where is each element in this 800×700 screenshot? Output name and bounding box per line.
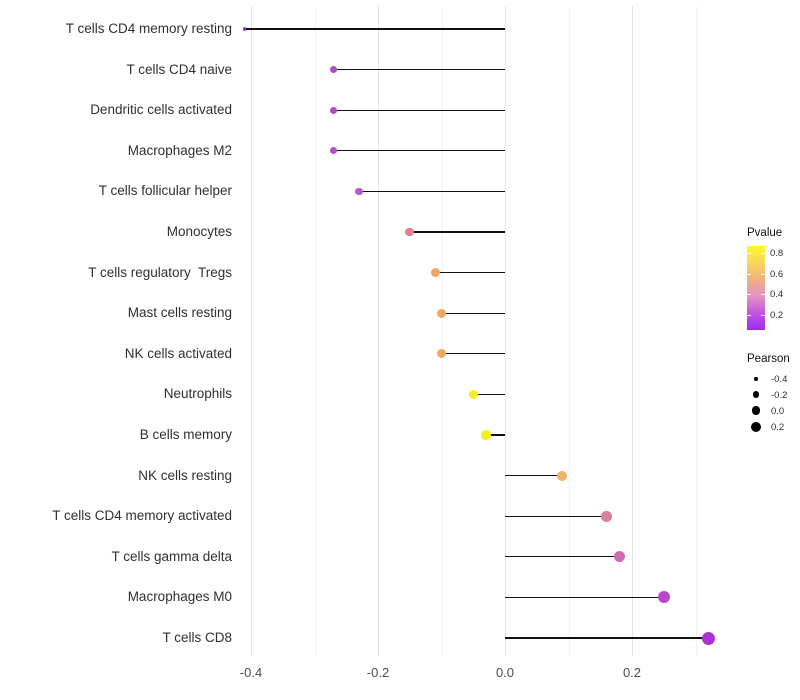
pvalue-colorbar-tick: [761, 253, 765, 254]
lollipop-dot: [405, 227, 415, 237]
category-label: Dendritic cells activated: [90, 102, 232, 118]
lollipop-stem: [333, 109, 506, 111]
lollipop-stem: [333, 68, 506, 71]
pearson-size-label: -0.2: [771, 389, 788, 401]
lollipop-dot: [243, 27, 247, 31]
lollipop-stem: [409, 231, 506, 233]
lollipop-dot: [481, 430, 491, 440]
gridline-minor: [314, 6, 316, 656]
pearson-size-label: -0.4: [771, 374, 788, 385]
lollipop-stem: [441, 353, 505, 355]
category-label: NK cells resting: [138, 467, 232, 483]
pearson-size-label: 0.0: [771, 405, 785, 417]
gridline-major: [251, 6, 252, 656]
gridline-major: [505, 6, 506, 656]
lollipop-stem: [473, 393, 506, 396]
lollipop-dot: [657, 591, 670, 604]
x-tick-label: -0.2: [366, 665, 390, 680]
pvalue-colorbar-tick: [761, 273, 765, 275]
pearson-size-dot: [754, 377, 758, 381]
pvalue-tick-label: 0.8: [770, 248, 784, 259]
category-label: Macrophages M0: [127, 589, 232, 605]
lollipop-dot: [330, 66, 338, 74]
category-label: Mast cells resting: [127, 305, 232, 321]
category-label: T cells CD8: [162, 630, 232, 645]
category-label: T cells follicular helper: [98, 183, 232, 199]
pearson-size-dot: [751, 406, 761, 415]
gridline-major: [632, 6, 633, 656]
category-label: T cells CD4 memory resting: [65, 21, 232, 36]
gridline-minor: [695, 6, 697, 656]
pvalue-tick-label: 0.2: [770, 309, 784, 321]
pvalue-colorbar-tick: [747, 314, 751, 316]
lollipop-dot: [430, 268, 440, 278]
x-tick-label: 0.2: [622, 665, 642, 680]
lollipop-dot: [557, 470, 568, 481]
pearson-size-dot: [752, 391, 760, 398]
lollipop-stem: [505, 637, 709, 639]
category-label: T cells gamma delta: [111, 548, 232, 564]
category-label: T cells CD4 naive: [126, 61, 232, 77]
lollipop-stem: [435, 271, 506, 274]
gridline-minor: [568, 6, 570, 656]
pearson-size-dot: [751, 422, 761, 432]
pvalue-legend-title: Pvalue: [747, 227, 783, 239]
x-tick-label: 0.0: [495, 665, 515, 680]
category-label: Macrophages M2: [127, 142, 232, 158]
category-label: Neutrophils: [163, 386, 232, 402]
lollipop-stem: [244, 28, 505, 30]
lollipop-dot: [355, 187, 363, 196]
pvalue-colorbar-tick: [747, 294, 751, 295]
lollipop-stem: [441, 312, 505, 314]
pvalue-colorbar-tick: [747, 253, 751, 254]
category-label: T cells CD4 memory activated: [52, 508, 232, 524]
pvalue-colorbar-tick: [761, 314, 765, 316]
lollipop-dot: [613, 551, 625, 563]
lollipop-stem: [485, 434, 506, 436]
gridline-minor: [441, 6, 443, 656]
lollipop-stem: [505, 556, 620, 558]
lollipop-dot: [330, 106, 338, 114]
lollipop-dot: [437, 349, 446, 359]
lollipop-dot: [601, 510, 612, 522]
pvalue-colorbar-tick: [761, 294, 765, 295]
lollipop-stem: [333, 150, 506, 152]
pearson-legend-title: Pearson: [747, 353, 790, 365]
lollipop-dot: [329, 147, 338, 155]
category-label: T cells regulatory Tregs: [88, 264, 232, 280]
pvalue-tick-label: 0.4: [770, 289, 784, 300]
lollipop-stem: [505, 596, 664, 599]
lollipop-dot: [701, 631, 715, 645]
pvalue-colorbar-tick: [747, 273, 751, 275]
pvalue-colorbar: [747, 246, 765, 330]
lollipop-stem: [505, 515, 607, 517]
lollipop-dot: [468, 389, 478, 400]
gridline-major: [378, 6, 379, 656]
category-label: B cells memory: [139, 427, 232, 442]
x-tick-label: -0.4: [239, 665, 263, 680]
lollipop-stem: [505, 474, 563, 477]
pearson-size-label: 0.2: [771, 422, 785, 433]
category-label: NK cells activated: [124, 345, 232, 361]
lollipop-dot: [437, 308, 446, 318]
lollipop-stem: [358, 190, 506, 193]
category-label: Monocytes: [166, 224, 232, 239]
pvalue-tick-label: 0.6: [770, 268, 784, 280]
